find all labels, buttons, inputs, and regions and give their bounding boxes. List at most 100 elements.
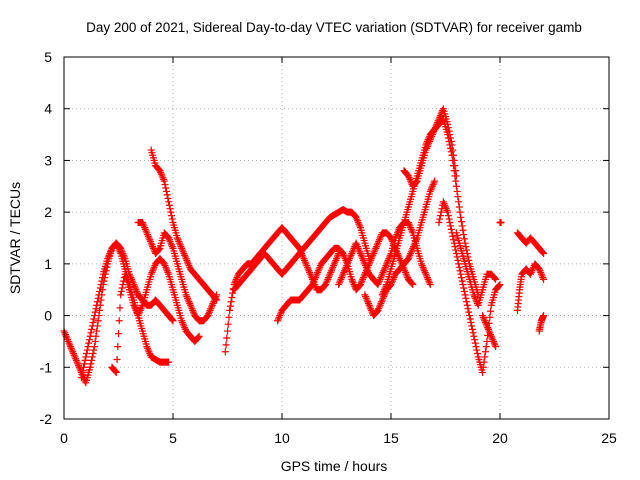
data-point: [162, 265, 170, 273]
data-point: [374, 306, 382, 314]
data-point: [407, 224, 415, 232]
data-point: [446, 141, 454, 149]
data-point: [188, 305, 196, 313]
x-tick-label: 0: [60, 430, 68, 446]
data-point: [182, 291, 190, 299]
data-point: [453, 187, 461, 195]
data-point: [306, 270, 314, 278]
data-point: [71, 353, 79, 361]
data-point: [353, 241, 361, 249]
data-point: [301, 258, 309, 266]
data-point: [471, 339, 479, 347]
series-arc-16: [496, 218, 505, 226]
data-point: [481, 348, 489, 356]
data-point: [178, 246, 186, 254]
data-point: [470, 332, 478, 340]
data-point: [176, 241, 184, 249]
data-point: [471, 294, 479, 302]
data-point: [480, 358, 488, 366]
data-point: [92, 305, 100, 313]
data-point: [412, 237, 420, 245]
data-point: [75, 362, 83, 370]
data-point: [358, 253, 366, 261]
data-point: [429, 181, 437, 189]
data-point: [274, 315, 282, 323]
data-point: [539, 249, 547, 257]
data-point: [149, 243, 157, 251]
data-point: [404, 255, 412, 263]
data-point: [89, 349, 97, 357]
data-point: [117, 291, 125, 299]
data-point: [449, 162, 457, 170]
data-point: [93, 327, 101, 335]
data-point: [145, 348, 153, 356]
data-point: [429, 129, 437, 137]
data-point: [63, 334, 71, 342]
data-point: [365, 301, 373, 309]
data-point: [119, 250, 127, 258]
data-point: [91, 308, 99, 316]
data-point: [226, 306, 234, 314]
data-point: [149, 265, 157, 273]
data-point: [460, 284, 468, 292]
data-point: [162, 184, 170, 192]
data-point: [431, 177, 439, 185]
data-point: [148, 268, 156, 276]
data-point: [130, 301, 138, 309]
data-point: [160, 175, 168, 183]
data-point: [314, 268, 322, 276]
data-point: [492, 275, 500, 283]
data-point: [424, 275, 432, 283]
data-point: [457, 274, 465, 282]
x-tick-label: 25: [601, 430, 617, 446]
data-point: [309, 279, 317, 287]
data-point: [358, 277, 366, 285]
data-point: [418, 260, 426, 268]
data-point: [375, 237, 383, 245]
plot-frame: [63, 56, 610, 420]
data-point: [312, 272, 320, 280]
data-point: [449, 232, 457, 240]
data-point: [375, 277, 383, 285]
data-point: [457, 270, 465, 278]
x-axis-label: GPS time / hours: [281, 458, 388, 474]
data-point: [208, 301, 216, 309]
data-point: [61, 329, 69, 337]
data-point: [80, 360, 88, 368]
data-point: [88, 353, 96, 361]
data-points-layer: [60, 105, 548, 387]
data-point: [136, 308, 144, 316]
data-point: [422, 270, 430, 278]
data-point: [149, 267, 157, 275]
data-point: [120, 253, 128, 261]
data-point: [91, 343, 99, 351]
data-point: [360, 258, 368, 266]
data-point: [224, 327, 231, 335]
data-point: [539, 274, 547, 282]
data-point: [382, 282, 390, 290]
data-point: [339, 270, 347, 278]
data-point: [444, 208, 452, 216]
data-point: [465, 256, 473, 264]
data-point: [346, 255, 354, 263]
data-point: [144, 232, 152, 240]
data-point: [78, 370, 86, 378]
data-point: [448, 151, 456, 159]
data-point: [178, 318, 186, 326]
data-point: [484, 325, 492, 333]
data-point: [484, 324, 492, 332]
data-point: [467, 318, 475, 326]
data-point: [128, 277, 136, 285]
data-point: [372, 243, 380, 251]
data-point: [379, 268, 387, 276]
data-point: [112, 368, 120, 376]
data-point: [367, 306, 375, 314]
data-point: [168, 215, 176, 223]
data-point: [132, 286, 140, 294]
data-point: [83, 346, 91, 354]
data-point: [406, 222, 414, 230]
data-point: [222, 341, 230, 349]
series-arc-4: [134, 218, 221, 325]
data-point: [491, 275, 499, 283]
data-point: [274, 317, 282, 325]
